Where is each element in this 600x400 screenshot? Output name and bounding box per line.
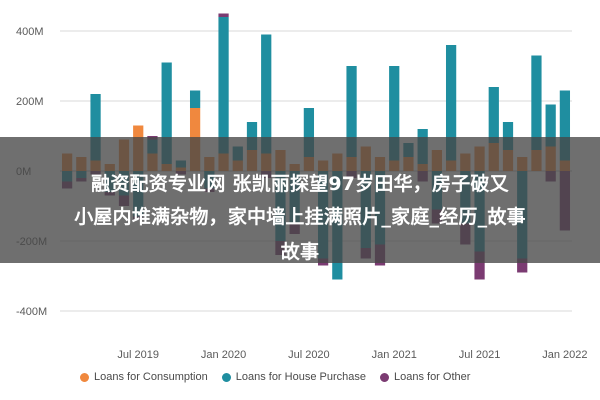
caption-line-1: 融资配资专业网 张凯丽探望97岁田华，房子破又 (91, 173, 509, 195)
bar-segment-house-purchase[interactable] (90, 94, 101, 161)
bar-segment-house-purchase[interactable] (488, 87, 499, 143)
bar-segment-other[interactable] (474, 251, 485, 280)
legend-label-house-purchase: Loans for House Purchase (235, 371, 366, 383)
caption-overlay: 融资配资专业网 张凯丽探望97岁田华，房子破又 小屋内堆满杂物，家中墙上挂满照片… (0, 137, 600, 263)
caption-line-3: 故事 (280, 241, 320, 263)
x-tick-label: Jul 2020 (288, 349, 330, 361)
bar-segment-house-purchase[interactable] (261, 34, 272, 154)
bar-segment-other[interactable] (218, 13, 229, 18)
legend-item-house-purchase[interactable]: Loans for House Purchase (221, 371, 366, 383)
bar-segment-house-purchase[interactable] (161, 62, 172, 165)
legend-dot-other (379, 372, 389, 382)
legend-label-other: Loans for Other (393, 371, 471, 383)
y-tick-label: -400M (16, 306, 47, 318)
legend-label-consumption: Loans for Consumption (94, 371, 208, 383)
bar-segment-house-purchase[interactable] (303, 108, 315, 157)
legend-dot-consumption (80, 372, 89, 382)
bar-segment-house-purchase[interactable] (545, 104, 556, 147)
bar-segment-house-purchase[interactable] (246, 122, 258, 150)
caption-line-2: 小屋内堆满杂物，家中墙上挂满照片_家庭_经历_故事 (74, 206, 526, 228)
bar-segment-other[interactable] (517, 258, 528, 273)
bar-segment-house-purchase[interactable] (502, 122, 514, 150)
bar-segment-house-purchase[interactable] (559, 90, 571, 161)
bar-segment-house-purchase[interactable] (389, 66, 400, 161)
y-tick-label: 200M (16, 96, 44, 108)
bar-segment-house-purchase[interactable] (445, 45, 457, 161)
bar-segment-house-purchase[interactable] (531, 55, 542, 151)
bar-segment-house-purchase[interactable] (218, 17, 229, 154)
x-tick-label: Jul 2019 (117, 349, 159, 361)
x-tick-label: Jan 2020 (201, 349, 246, 361)
bar-segment-house-purchase[interactable] (189, 90, 201, 109)
x-tick-label: Jan 2021 (372, 349, 417, 361)
bar-segment-house-purchase[interactable] (346, 66, 357, 157)
x-axis-ticks: Jul 2019 Jan 2020 Jul 2020 Jan 2021 Jul 2021… (117, 349, 587, 361)
x-tick-label: Jan 2022 (542, 349, 587, 361)
legend: Loans for Consumption Loans for House Pu… (80, 371, 470, 383)
legend-item-other[interactable]: Loans for Other (379, 371, 471, 383)
legend-dot-house-purchase (221, 372, 231, 382)
y-tick-label: 400M (16, 26, 44, 38)
legend-item-consumption[interactable]: Loans for Consumption (80, 371, 208, 383)
x-tick-label: Jul 2021 (459, 349, 501, 361)
